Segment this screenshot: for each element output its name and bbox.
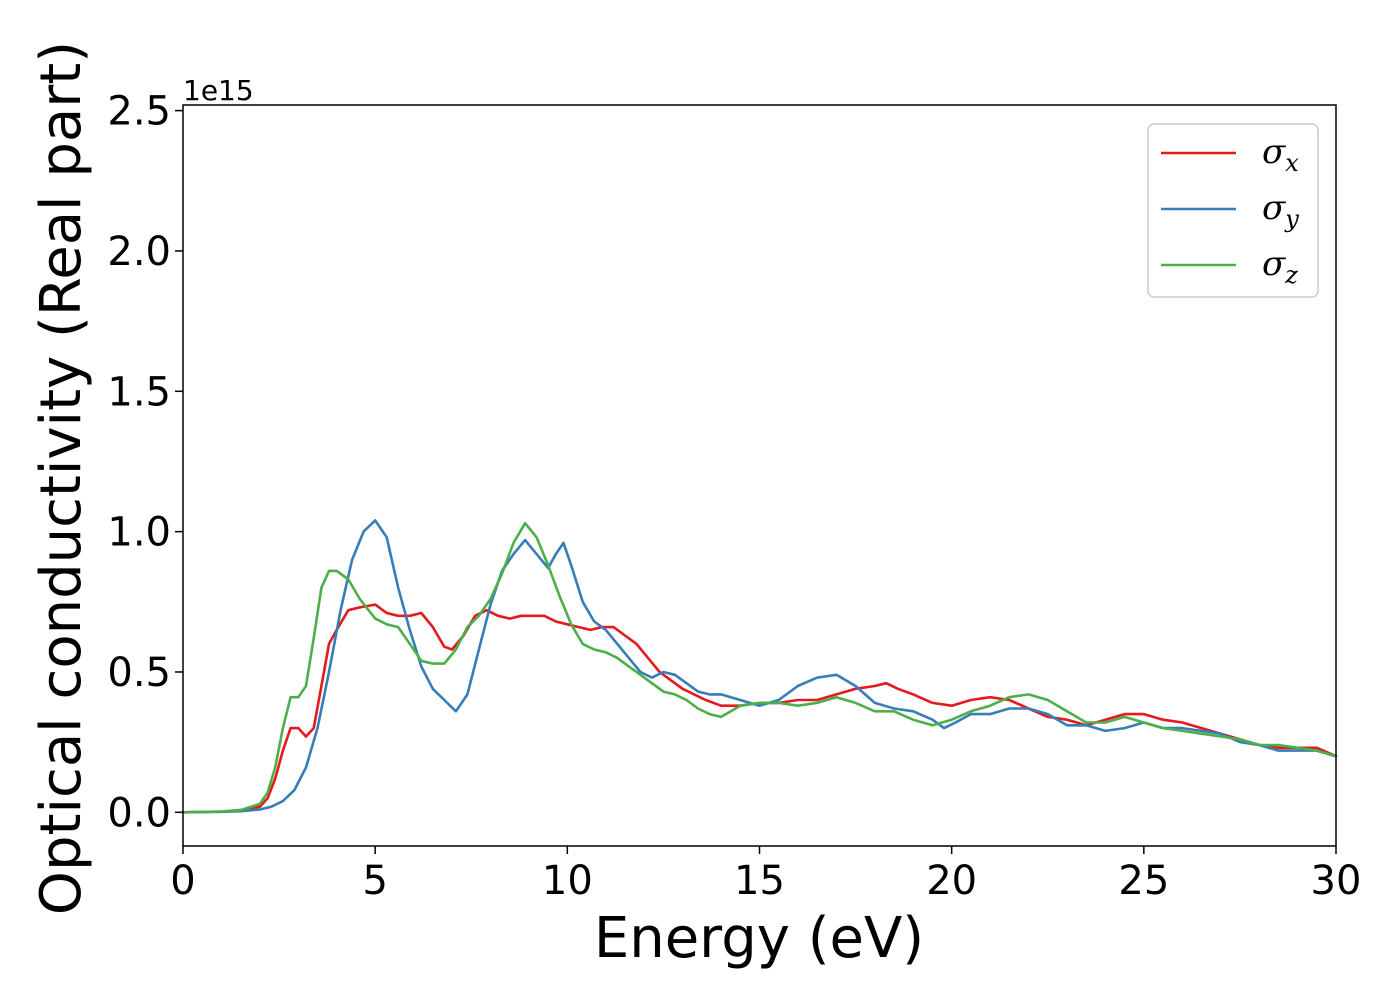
y-axis-label: Optical conductivity (Real part)	[29, 41, 94, 915]
x-axis-ticks: 0 5 10 15 20 25 30	[170, 846, 1361, 904]
x-tick-label: 5	[362, 858, 387, 904]
x-tick-label: 15	[734, 858, 785, 904]
y-tick-label: 2.0	[107, 229, 171, 275]
y-tick-label: 1.0	[107, 510, 171, 556]
y-tick-label: 0.5	[107, 650, 171, 696]
series-line-sigma-y	[181, 519, 1338, 814]
series-line-sigma-z	[181, 521, 1338, 814]
y-axis-offset-text: 1e15	[183, 74, 254, 107]
y-axis-ticks: 0.0 0.5 1.0 1.5 2.0 2.5	[107, 89, 183, 836]
x-tick-label: 20	[926, 858, 977, 904]
y-tick-label: 0.0	[107, 790, 171, 836]
plot-area	[181, 519, 1338, 814]
y-tick-label: 2.5	[107, 89, 171, 135]
x-tick-label: 10	[542, 858, 593, 904]
x-tick-label: 0	[170, 858, 195, 904]
legend-box	[1147, 123, 1319, 298]
x-tick-label: 30	[1311, 858, 1362, 904]
x-axis-label: Energy (eV)	[594, 906, 924, 971]
y-tick-label: 1.5	[107, 369, 171, 415]
x-tick-label: 25	[1118, 858, 1169, 904]
